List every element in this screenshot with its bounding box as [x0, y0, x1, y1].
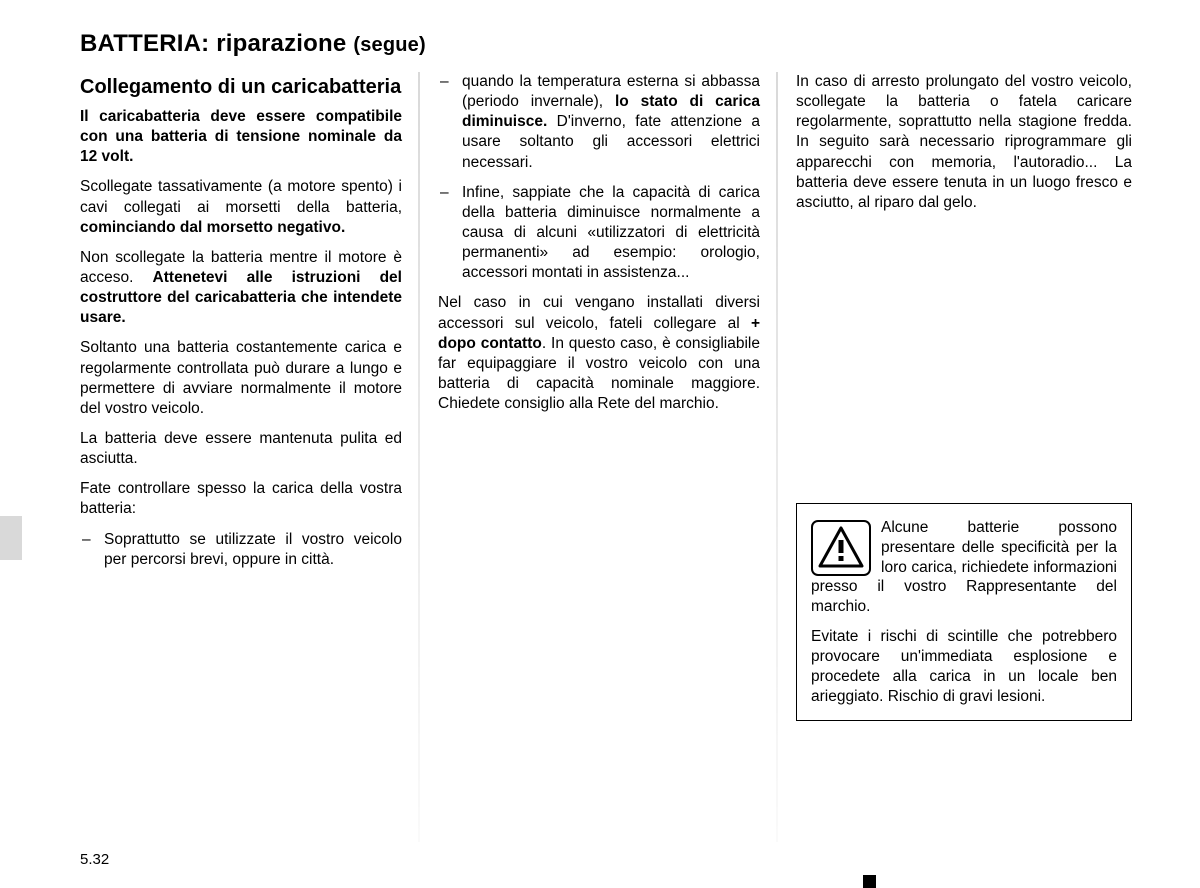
paragraph: Non scollegate la batteria mentre il mot…	[80, 248, 402, 329]
paragraph: Fate controllare spesso la carica della …	[80, 479, 402, 519]
warning-icon	[811, 520, 871, 576]
text: Scollegate tassativamente (a motore spen…	[80, 178, 402, 215]
column-1: Collegamento di un caricabatteria Il car…	[80, 72, 420, 832]
warning-paragraph-1: Alcune batterie possono presentare delle…	[811, 518, 1117, 617]
list-item: Soprattutto se utilizzate il vostro vei­…	[80, 530, 402, 570]
column-2: quando la temperatura esterna si ab­bass…	[420, 72, 778, 832]
paragraph: Il caricabatteria deve essere com­patibi…	[80, 107, 402, 167]
list-item: quando la temperatura esterna si ab­bass…	[438, 72, 760, 173]
paragraph: Nel caso in cui vengano installati di­ve…	[438, 293, 760, 414]
list-item: Infine, sappiate che la capacità di cari…	[438, 183, 760, 284]
paragraph: Soltanto una batteria costantemente cari…	[80, 338, 402, 419]
columns: Collegamento di un caricabatteria Il car…	[80, 72, 1152, 832]
spacer	[796, 223, 1132, 485]
paragraph: Scollegate tassativamente (a motore spen…	[80, 177, 402, 237]
text: Nel caso in cui vengano installati di­ve…	[438, 294, 760, 331]
text-bold: cominciando dal morsetto negativo.	[80, 219, 345, 236]
column-3: In caso di arresto prolungato del vostro…	[778, 72, 1132, 832]
manual-page: BATTERIA: riparazione (segue) Collegamen…	[0, 0, 1200, 888]
bullet-list: Soprattutto se utilizzate il vostro vei­…	[80, 530, 402, 570]
crop-mark	[863, 875, 876, 888]
page-number: 5.32	[80, 851, 109, 868]
section-subtitle: Collegamento di un caricabatteria	[80, 76, 402, 99]
paragraph: La batteria deve essere mantenuta pulita…	[80, 429, 402, 469]
text-bold: Il caricabatteria deve essere com­patibi…	[80, 108, 402, 165]
bullet-list: quando la temperatura esterna si ab­bass…	[438, 72, 760, 283]
warning-text-2: Evitate i rischi di scintille che potreb…	[811, 627, 1117, 706]
warning-box: Alcune batterie possono presentare delle…	[796, 503, 1132, 721]
paragraph: In caso di arresto prolungato del vostro…	[796, 72, 1132, 213]
title-suffix: (segue)	[353, 34, 426, 56]
title-main: BATTERIA: riparazione	[80, 30, 346, 57]
page-title: BATTERIA: riparazione (segue)	[80, 30, 1152, 58]
